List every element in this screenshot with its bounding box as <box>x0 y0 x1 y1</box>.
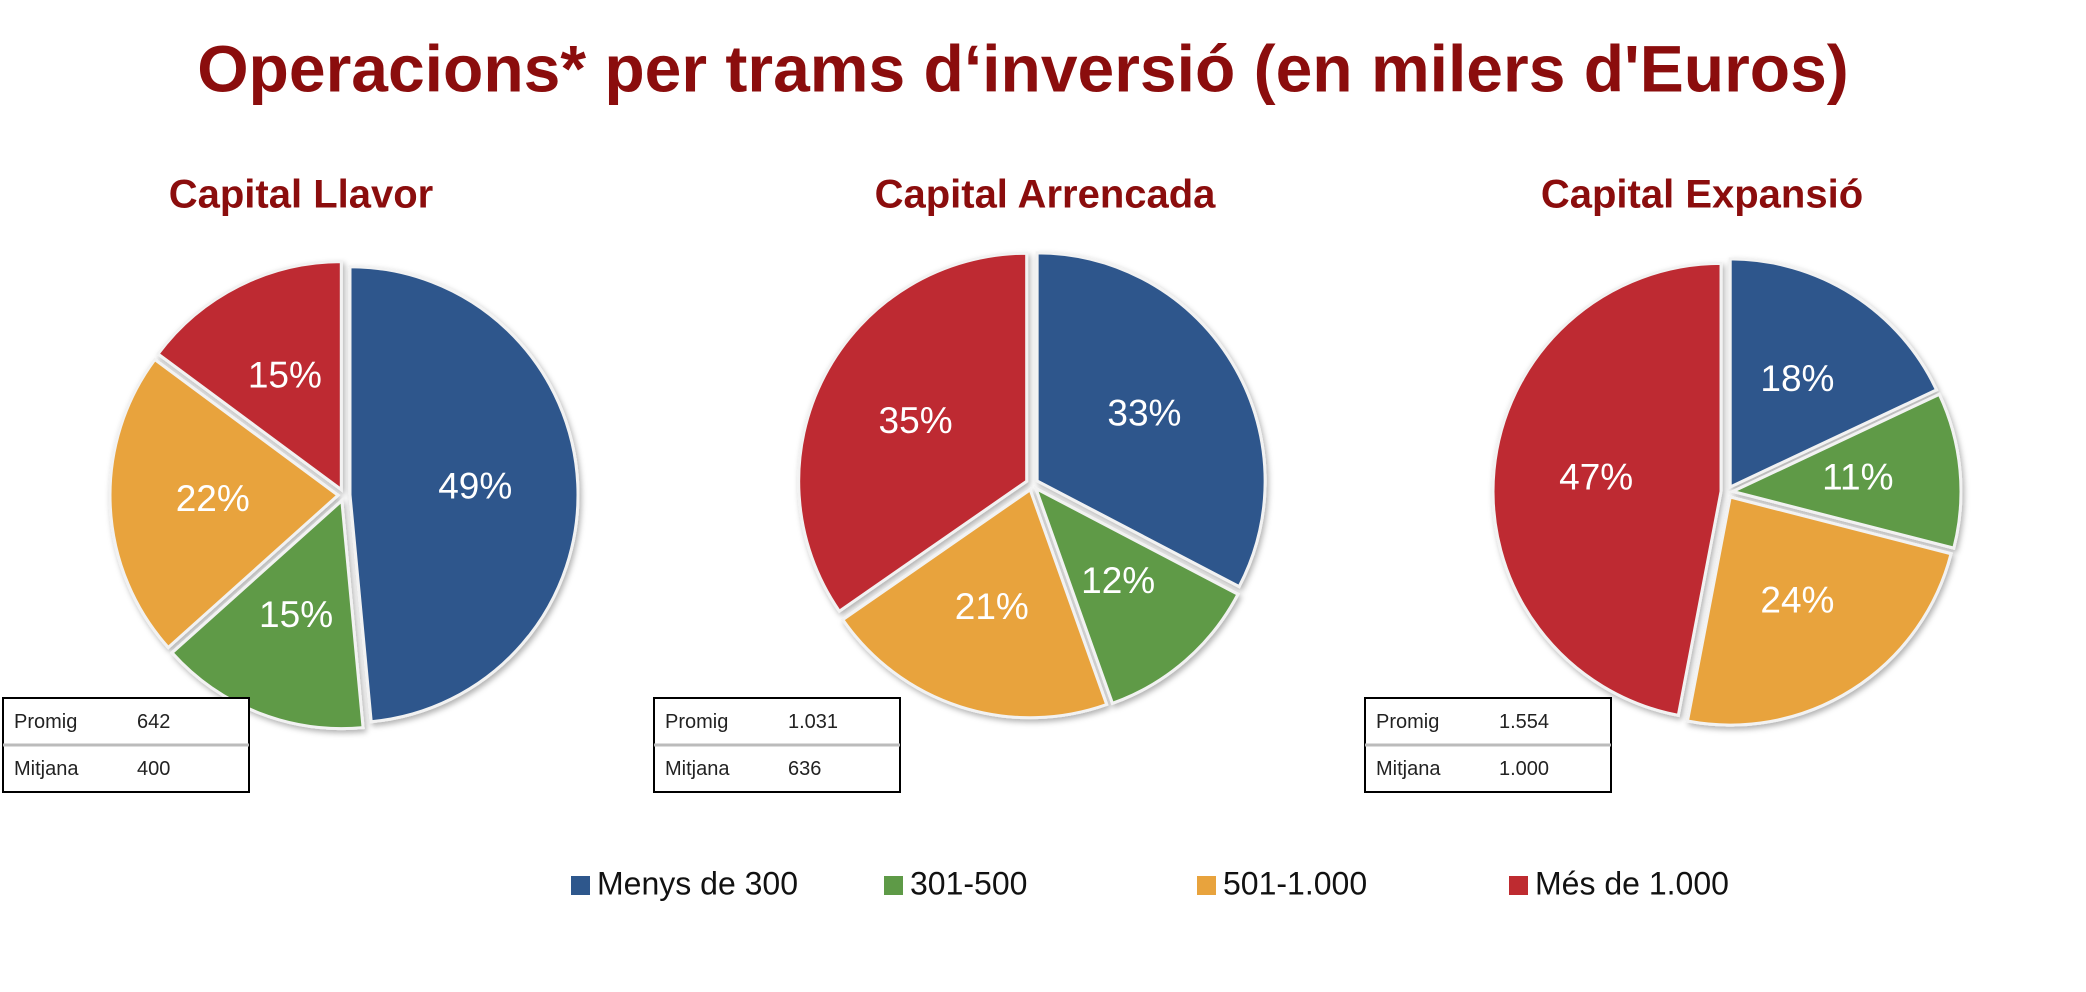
pie-slice <box>797 251 1029 614</box>
slice-label: 49% <box>438 466 512 507</box>
pie-slice <box>156 260 343 493</box>
pie-slice <box>1728 257 1939 490</box>
main-title: Operacions* per trams d‘inversió (en mil… <box>197 31 1849 105</box>
legend-swatch <box>1509 876 1528 895</box>
table-label: Mitjana <box>665 758 730 780</box>
pie-slice <box>1035 251 1267 589</box>
legend-label: Menys de 300 <box>597 865 798 901</box>
pie-slice <box>108 357 341 650</box>
pie-title: Capital Llavor <box>169 173 434 217</box>
slice-label: 21% <box>955 586 1029 627</box>
slice-label: 15% <box>248 354 322 395</box>
pie-slice <box>1491 261 1723 718</box>
table-label: Mitjana <box>14 758 79 780</box>
slice-label: 11% <box>1822 456 1893 497</box>
legend-label: 301-500 <box>910 865 1027 901</box>
slice-label: 33% <box>1107 393 1181 434</box>
table-label: Promig <box>1376 711 1439 733</box>
pie-slice <box>169 497 365 731</box>
pie <box>108 260 580 731</box>
table-label: Promig <box>14 711 77 733</box>
pie <box>1491 257 1963 727</box>
slice-label: 47% <box>1559 456 1633 497</box>
pie-title: Capital Arrencada <box>875 173 1217 217</box>
table-label: Promig <box>665 711 728 733</box>
legend-swatch <box>571 876 590 895</box>
pie-slice <box>840 487 1109 720</box>
pie-slice <box>1685 495 1953 727</box>
table-value: 636 <box>788 758 821 780</box>
table-label: Mitjana <box>1376 758 1441 780</box>
slice-label: 12% <box>1081 560 1155 601</box>
table-value: 400 <box>137 758 170 780</box>
pie-title: Capital Expansió <box>1541 173 1863 217</box>
legend-label: Més de 1.000 <box>1535 865 1729 901</box>
slice-label: 22% <box>176 478 250 519</box>
slice-label: 18% <box>1760 358 1834 399</box>
table-value: 1.031 <box>788 711 838 733</box>
legend-label: 501-1.000 <box>1223 865 1367 901</box>
pie-slice <box>1728 392 1963 550</box>
table-value: 1.554 <box>1499 711 1549 733</box>
legend-swatch <box>1197 876 1216 895</box>
slice-label: 24% <box>1760 580 1834 621</box>
slice-label: 15% <box>259 594 333 635</box>
slice-label: 35% <box>879 400 953 441</box>
table-value: 1.000 <box>1499 758 1549 780</box>
legend-swatch <box>884 876 903 895</box>
pie-slice <box>1033 485 1240 706</box>
pie <box>797 251 1267 720</box>
pie-slice <box>348 265 580 724</box>
table-value: 642 <box>137 711 170 733</box>
